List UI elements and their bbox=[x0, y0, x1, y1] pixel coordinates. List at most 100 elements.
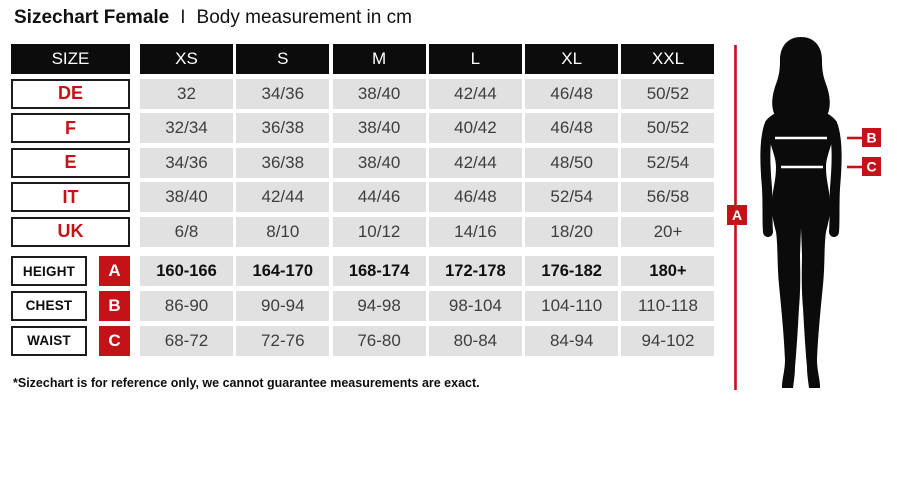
header-label-wrap: SIZE bbox=[11, 44, 133, 74]
size-cell: 20+ bbox=[621, 216, 715, 247]
marker-badge-a: A bbox=[99, 256, 130, 287]
measurement-cell: 164-170 bbox=[236, 256, 330, 287]
measurement-cell: 80-84 bbox=[428, 325, 522, 356]
marker-badge-a-figure: A bbox=[727, 205, 747, 225]
measurement-cell: 68-72 bbox=[140, 325, 233, 356]
female-silhouette-figure: A B C bbox=[727, 37, 881, 390]
size-row-label-wrap: F bbox=[11, 113, 133, 144]
size-row-e: E 34/36 36/38 38/40 42/44 48/50 52/54 bbox=[11, 147, 718, 178]
size-row-it: IT 38/40 42/44 44/46 46/48 52/54 56/58 bbox=[11, 182, 718, 213]
size-cell: 18/20 bbox=[525, 216, 619, 247]
silhouette-left-arm bbox=[760, 121, 774, 237]
size-cell: 38/40 bbox=[332, 78, 426, 109]
measurement-cell: 76-80 bbox=[332, 325, 426, 356]
measurement-cell: 72-76 bbox=[236, 325, 330, 356]
measurement-cell: 90-94 bbox=[236, 290, 330, 321]
measurement-row-waist: WAIST C 68-72 72-76 76-80 80-84 84-94 94-102 bbox=[11, 325, 718, 356]
column-header-xs: XS bbox=[140, 44, 233, 74]
title-separator-bar: I bbox=[180, 7, 186, 28]
size-cell: 50/52 bbox=[621, 113, 715, 144]
measurement-cell: 94-102 bbox=[621, 325, 715, 356]
table-header-row: SIZE XS S M L XL XXL bbox=[11, 44, 718, 74]
size-cell: 14/16 bbox=[428, 216, 522, 247]
measurement-row-height: HEIGHT A 160-166 164-170 168-174 172-178 176-1… bbox=[11, 256, 718, 287]
title-subtitle: Body measurement in cm bbox=[196, 7, 412, 28]
size-cell: 38/40 bbox=[140, 182, 233, 213]
size-cell: 52/54 bbox=[525, 182, 619, 213]
size-row-label-wrap: DE bbox=[11, 78, 133, 109]
row-label-waist: WAIST bbox=[11, 325, 87, 356]
measurement-cell: 86-90 bbox=[140, 290, 233, 321]
size-cell: 50/52 bbox=[621, 78, 715, 109]
row-label-e: E bbox=[11, 147, 130, 178]
measurement-cell: 98-104 bbox=[428, 290, 522, 321]
title-main: Sizechart Female bbox=[14, 7, 170, 28]
size-cell: 52/54 bbox=[621, 147, 715, 178]
size-row-f: F 32/34 36/38 38/40 40/42 46/48 50/52 bbox=[11, 113, 718, 144]
size-cell: 46/48 bbox=[525, 113, 619, 144]
page-title: Sizechart Female I Body measurement in cm bbox=[14, 7, 412, 29]
size-cell: 38/40 bbox=[332, 113, 426, 144]
column-header-l: L bbox=[428, 44, 522, 74]
footnote: *Sizechart is for reference only, we can… bbox=[13, 376, 480, 390]
marker-letter-c: C bbox=[866, 159, 876, 175]
marker-badge-c: C bbox=[99, 325, 130, 356]
size-cell: 6/8 bbox=[140, 216, 233, 247]
row-label-chest: CHEST bbox=[11, 290, 87, 321]
marker-letter-a: A bbox=[732, 207, 742, 223]
header-cell-size: SIZE bbox=[11, 44, 130, 74]
marker-badge-b: B bbox=[99, 290, 130, 321]
measurement-cell: 172-178 bbox=[428, 256, 522, 287]
size-cell: 42/44 bbox=[236, 182, 330, 213]
size-cell: 34/36 bbox=[140, 147, 233, 178]
size-cell: 44/46 bbox=[332, 182, 426, 213]
measurement-label-wrap: WAIST C bbox=[11, 325, 133, 356]
size-cell: 34/36 bbox=[236, 78, 330, 109]
size-cell: 32/34 bbox=[140, 113, 233, 144]
measurement-cell: 110-118 bbox=[621, 290, 715, 321]
size-cell: 36/38 bbox=[236, 113, 330, 144]
size-cell: 38/40 bbox=[332, 147, 426, 178]
size-row-label-wrap: IT bbox=[11, 182, 133, 213]
row-label-f: F bbox=[11, 113, 130, 144]
size-cell: 36/38 bbox=[236, 147, 330, 178]
size-row-de: DE 32 34/36 38/40 42/44 46/48 50/52 bbox=[11, 78, 718, 109]
measurement-cell: 104-110 bbox=[525, 290, 619, 321]
row-label-de: DE bbox=[11, 78, 130, 109]
size-cell: 46/48 bbox=[525, 78, 619, 109]
measurement-cell: 160-166 bbox=[140, 256, 233, 287]
size-cell: 46/48 bbox=[428, 182, 522, 213]
column-header-xl: XL bbox=[525, 44, 619, 74]
female-silhouette bbox=[760, 37, 842, 388]
size-cell: 40/42 bbox=[428, 113, 522, 144]
measurement-cell: 168-174 bbox=[332, 256, 426, 287]
size-cell: 48/50 bbox=[525, 147, 619, 178]
marker-badge-c-figure: C bbox=[862, 157, 881, 176]
measurement-label-wrap: HEIGHT A bbox=[11, 256, 133, 287]
silhouette-right-arm bbox=[828, 121, 842, 237]
row-label-it: IT bbox=[11, 182, 130, 213]
size-cell: 56/58 bbox=[621, 182, 715, 213]
marker-letter-b: B bbox=[866, 130, 876, 146]
size-row-label-wrap: UK bbox=[11, 216, 133, 247]
size-cell: 42/44 bbox=[428, 78, 522, 109]
row-label-uk: UK bbox=[11, 216, 130, 247]
size-cell: 8/10 bbox=[236, 216, 330, 247]
measurement-label-wrap: CHEST B bbox=[11, 290, 133, 321]
size-cell: 42/44 bbox=[428, 147, 522, 178]
measurement-cell: 94-98 bbox=[332, 290, 426, 321]
size-row-uk: UK 6/8 8/10 10/12 14/16 18/20 20+ bbox=[11, 216, 718, 247]
measurement-cell: 84-94 bbox=[525, 325, 619, 356]
size-row-label-wrap: E bbox=[11, 147, 133, 178]
silhouette-body bbox=[765, 106, 837, 388]
size-table: SIZE XS S M L XL XXL DE 32 34/36 38/40 42/44 46/48 50… bbox=[11, 44, 718, 360]
row-label-height: HEIGHT bbox=[11, 256, 87, 287]
column-header-m: M bbox=[332, 44, 426, 74]
measurement-cell: 176-182 bbox=[525, 256, 619, 287]
size-cell: 32 bbox=[140, 78, 233, 109]
measurement-cell: 180+ bbox=[621, 256, 715, 287]
measurement-row-chest: CHEST B 86-90 90-94 94-98 98-104 104-110 110-11… bbox=[11, 290, 718, 321]
column-header-s: S bbox=[236, 44, 330, 74]
column-header-xxl: XXL bbox=[621, 44, 715, 74]
